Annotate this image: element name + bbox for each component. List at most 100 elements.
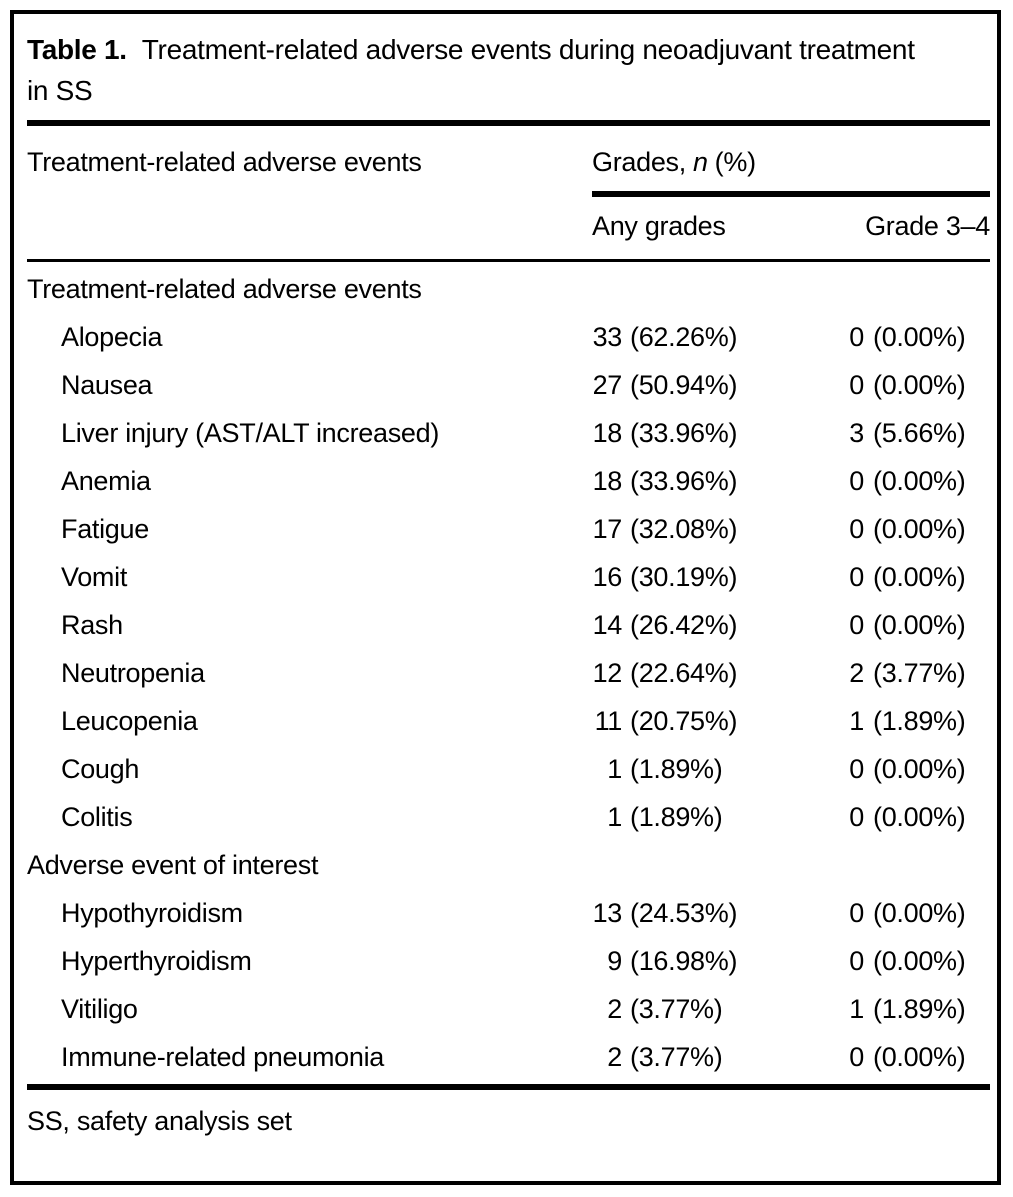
table-row: Vomit 16 (30.19%) 0 (0.00%): [27, 553, 990, 601]
count-value: 0: [849, 562, 864, 592]
percent-value: (16.98%): [630, 946, 738, 976]
table-row: Nausea 27 (50.94%) 0 (0.00%): [27, 361, 990, 409]
count-value: 0: [849, 898, 864, 928]
count-value: 0: [849, 802, 864, 832]
any-grades-value: 1 (1.89%): [592, 793, 847, 841]
percent-value: (0.00%): [873, 562, 966, 592]
column-header-any-grades: Any grades: [592, 211, 726, 241]
adverse-event-label: Fatigue: [61, 514, 149, 544]
adverse-event-label: Hyperthyroidism: [61, 946, 252, 976]
table-row: Liver injury (AST/ALT increased) 18 (33.9…: [27, 409, 990, 457]
percent-value: (50.94%): [630, 370, 738, 400]
table-row: Anemia 18 (33.96%) 0 (0.00%): [27, 457, 990, 505]
any-grades-value: 27 (50.94%): [592, 361, 847, 409]
grade-3-4-value: [847, 841, 990, 889]
table-caption: Table 1. Treatment-related adverse events…: [27, 14, 927, 111]
percent-value: (3.77%): [630, 994, 723, 1024]
adverse-event-label: Neutropenia: [61, 658, 205, 688]
percent-value: (1.89%): [873, 994, 966, 1024]
table-row: Rash 14 (26.42%) 0 (0.00%): [27, 601, 990, 649]
any-grades-value: 1 (1.89%): [592, 745, 847, 793]
any-grades-value: 17 (32.08%): [592, 505, 847, 553]
any-grades-value: 16 (30.19%): [592, 553, 847, 601]
section-header-label: Adverse event of interest: [27, 850, 319, 880]
count-value: 0: [849, 946, 864, 976]
grade-3-4-value: 0 (0.00%): [847, 505, 990, 553]
percent-value: (0.00%): [873, 514, 966, 544]
section-header-label: Treatment-related adverse events: [27, 274, 422, 304]
count-value: [592, 841, 622, 889]
percent-value: (20.75%): [630, 706, 738, 736]
percent-value: (3.77%): [630, 1042, 723, 1072]
grades-spanner-label: Grades, n (%): [592, 146, 990, 191]
adverse-event-label: Vomit: [61, 562, 128, 592]
count-value: 17: [592, 514, 623, 544]
percent-value: (33.96%): [630, 466, 738, 496]
count-value: 2: [607, 1042, 622, 1072]
grade-3-4-value: 0 (0.00%): [847, 1033, 990, 1081]
table-row: Colitis 1 (1.89%) 0 (0.00%): [27, 793, 990, 841]
count-value: [847, 265, 864, 313]
table-section-row: Adverse event of interest: [27, 841, 990, 889]
any-grades-value: 18 (33.96%): [592, 457, 847, 505]
adverse-event-label: Nausea: [61, 370, 153, 400]
any-grades-value: 33 (62.26%): [592, 313, 847, 361]
count-value: 1: [849, 706, 864, 736]
any-grades-value: [592, 265, 847, 313]
count-value: [592, 265, 622, 313]
table-header: Treatment-related adverse events Grades,…: [27, 126, 990, 259]
table-caption-number: Table 1.: [27, 34, 127, 65]
count-value: 13: [592, 898, 623, 928]
grade-3-4-value: 0 (0.00%): [847, 793, 990, 841]
caption-divider-rule: [27, 120, 990, 126]
grades-label-prefix: Grades,: [592, 147, 686, 177]
grades-label-unit: (%): [714, 147, 756, 177]
grade-3-4-value: 0 (0.00%): [847, 361, 990, 409]
grade-3-4-value: 0 (0.00%): [847, 601, 990, 649]
grade-3-4-value: 2 (3.77%): [847, 649, 990, 697]
percent-value: (33.96%): [630, 418, 738, 448]
count-value: 9: [607, 946, 622, 976]
adverse-event-label: Anemia: [61, 466, 151, 496]
adverse-event-label: Liver injury (AST/ALT increased): [61, 418, 440, 448]
grade-3-4-value: 1 (1.89%): [847, 985, 990, 1033]
count-value: 1: [607, 754, 622, 784]
grade-3-4-value: 0 (0.00%): [847, 745, 990, 793]
table-container: Table 1. Treatment-related adverse events…: [10, 10, 1001, 1185]
table-body: Treatment-related adverse events Alopeci…: [27, 262, 990, 1081]
any-grades-value: [592, 841, 847, 889]
percent-value: (0.00%): [873, 946, 966, 976]
any-grades-value: 11 (20.75%): [592, 697, 847, 745]
table-row: Alopecia 33 (62.26%) 0 (0.00%): [27, 313, 990, 361]
table-footnote: SS, safety analysis set: [27, 1106, 292, 1136]
percent-value: (3.77%): [873, 658, 966, 688]
percent-value: (0.00%): [873, 754, 966, 784]
percent-value: (0.00%): [873, 1042, 966, 1072]
percent-value: (26.42%): [630, 610, 738, 640]
grade-3-4-value: 0 (0.00%): [847, 313, 990, 361]
column-header-grade-3-4: Grade 3–4: [865, 211, 990, 241]
percent-value: (0.00%): [873, 370, 966, 400]
table-row: Neutropenia 12 (22.64%) 2 (3.77%): [27, 649, 990, 697]
percent-value: (0.00%): [873, 322, 966, 352]
count-value: 18: [592, 466, 623, 496]
count-value: 16: [592, 562, 623, 592]
table-row: Fatigue 17 (32.08%) 0 (0.00%): [27, 505, 990, 553]
adverse-event-label: Colitis: [61, 802, 133, 832]
percent-value: (1.89%): [630, 754, 723, 784]
any-grades-value: 2 (3.77%): [592, 1033, 847, 1081]
grade-3-4-value: 0 (0.00%): [847, 457, 990, 505]
percent-value: (0.00%): [873, 898, 966, 928]
adverse-event-label: Immune-related pneumonia: [61, 1042, 384, 1072]
count-value: 27: [592, 370, 623, 400]
header-body-divider-rule: [27, 259, 990, 262]
count-value: 1: [849, 994, 864, 1024]
count-value: 0: [849, 1042, 864, 1072]
table-row: Hypothyroidism 13 (24.53%) 0 (0.00%): [27, 889, 990, 937]
percent-value: (1.89%): [630, 802, 723, 832]
table-row: Hyperthyroidism 9 (16.98%) 0 (0.00%): [27, 937, 990, 985]
any-grades-value: 14 (26.42%): [592, 601, 847, 649]
percent-value: (30.19%): [630, 562, 738, 592]
column-header-adverse-events: Treatment-related adverse events: [27, 147, 422, 177]
count-value: 0: [849, 754, 864, 784]
